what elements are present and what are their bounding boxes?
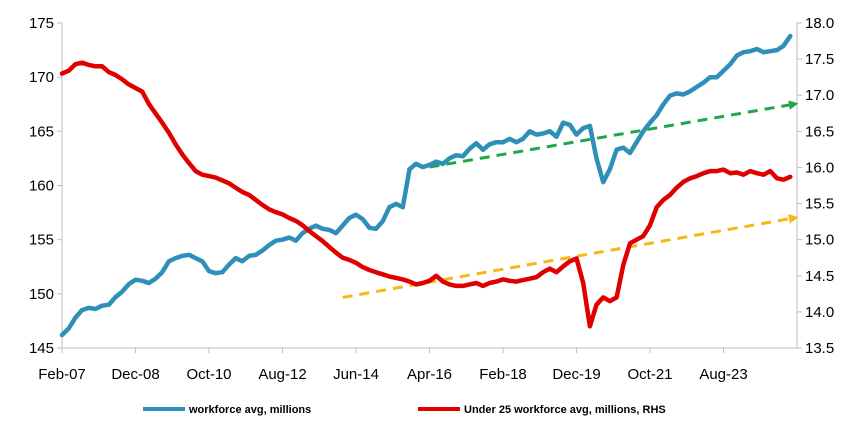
under25-trend-arrow [342,214,799,299]
y-tick-label-right: 13.5 [805,340,834,357]
y-tick-label-right: 18.0 [805,15,834,32]
y-tick-label-left: 165 [29,123,54,140]
x-tick-label: Apr-16 [407,366,452,383]
x-tick-label: Jun-14 [333,366,379,383]
y-tick-label-right: 17.5 [805,51,834,68]
y-tick-label-right: 15.0 [805,232,834,249]
under25-series-line [59,60,793,329]
x-tick-label: Feb-18 [479,366,527,383]
legend-under25-label: Under 25 workforce avg, millions, RHS [464,404,666,416]
y-tick-label-left: 160 [29,178,54,195]
y-tick-label-left: 170 [29,69,54,86]
y-tick-label-left: 145 [29,340,54,357]
workforce-trend-arrow [429,100,799,169]
y-tick-label-right: 14.5 [805,268,834,285]
y-tick-label-left: 150 [29,286,54,303]
y-tick-label-right: 17.0 [805,87,834,104]
trend-layer [342,100,799,299]
y-tick-label-right: 16.5 [805,123,834,140]
y-tick-label-right: 16.0 [805,159,834,176]
x-tick-label: Aug-23 [699,366,747,383]
axes-layer: 145 150 155 160 165 170 175 13.5 14.0 14.5 15.0 15.… [29,15,834,383]
legend-workforce-label: workforce avg, millions [188,404,311,416]
x-tick-label: Oct-21 [627,366,672,383]
series-layer [59,33,793,338]
workforce-series-line [59,33,793,338]
x-tick-label: Oct-10 [186,366,231,383]
y-tick-label-left: 155 [29,232,54,249]
y-tick-label-left: 175 [29,15,54,32]
x-tick-label: Dec-08 [111,366,159,383]
x-tick-label: Feb-07 [38,366,86,383]
x-tick-label: Aug-12 [258,366,306,383]
y-tick-label-right: 15.5 [805,196,834,213]
x-tick-label: Dec-19 [552,366,600,383]
legend: workforce avg, millions Under 25 workforc… [143,404,666,416]
y-tick-label-right: 14.0 [805,304,834,321]
